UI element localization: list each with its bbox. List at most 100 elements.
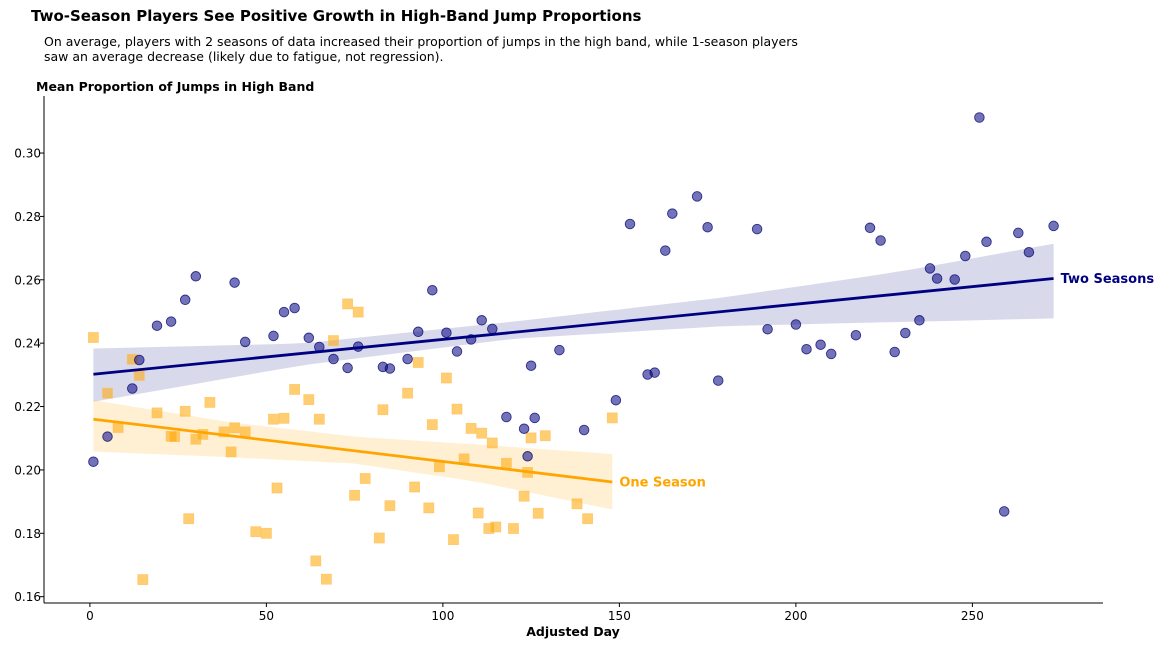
- point-two-seasons-8: [229, 277, 240, 288]
- series-label-0: Two Seasons: [1061, 272, 1155, 287]
- point-one-season-0: [88, 332, 99, 343]
- point-one-season-47: [472, 507, 484, 519]
- point-one-season-23: [289, 383, 301, 395]
- point-two-seasons-11: [278, 306, 290, 318]
- point-two-seasons-48: [815, 339, 826, 350]
- point-two-seasons-40: [667, 208, 678, 219]
- point-two-seasons-13: [303, 332, 315, 344]
- point-one-season-58: [539, 430, 551, 442]
- point-two-seasons-57: [931, 273, 943, 284]
- point-one-season-22: [278, 412, 290, 424]
- point-two-seasons-30: [522, 451, 533, 462]
- point-one-season-6: [151, 407, 163, 419]
- point-one-season-56: [525, 432, 537, 444]
- point-two-seasons-42: [702, 221, 713, 233]
- point-one-season-14: [218, 426, 230, 438]
- point-two-seasons-56: [924, 263, 936, 274]
- point-two-seasons-62: [998, 506, 1010, 517]
- point-one-season-5: [137, 574, 149, 585]
- point-one-season-41: [433, 461, 445, 473]
- point-two-seasons-20: [402, 353, 413, 365]
- point-two-seasons-38: [649, 367, 660, 378]
- point-two-seasons-54: [900, 327, 911, 339]
- chart-subtitle: On average, players with 2 seasons of da…: [44, 34, 924, 64]
- ci-band-0: [93, 243, 1054, 402]
- point-one-season-38: [412, 357, 424, 368]
- point-two-seasons-9: [239, 336, 251, 348]
- point-one-season-10: [183, 513, 195, 525]
- y-tick-label-6: 0.28: [14, 210, 41, 224]
- point-one-season-32: [359, 473, 371, 484]
- point-one-season-9: [179, 405, 191, 417]
- point-two-seasons-55: [914, 315, 925, 326]
- point-one-season-42: [440, 372, 452, 384]
- point-one-season-25: [310, 555, 322, 567]
- point-two-seasons-39: [660, 245, 671, 256]
- point-one-season-16: [229, 422, 241, 434]
- point-two-seasons-5: [165, 316, 177, 327]
- point-one-season-8: [169, 431, 181, 443]
- point-two-seasons-19: [384, 363, 396, 374]
- point-two-seasons-59: [960, 250, 971, 262]
- point-one-season-39: [423, 502, 435, 514]
- point-one-season-36: [402, 387, 414, 399]
- point-two-seasons-21: [412, 326, 424, 338]
- point-two-seasons-49: [825, 348, 837, 360]
- subtitle-line-1: On average, players with 2 seasons of da…: [44, 34, 798, 49]
- y-tick-label-5: 0.26: [14, 273, 41, 287]
- point-one-season-52: [500, 457, 512, 469]
- y-tick-label-2: 0.20: [14, 463, 41, 477]
- point-two-seasons-16: [342, 362, 353, 374]
- point-one-season-31: [352, 306, 364, 318]
- point-two-seasons-7: [190, 271, 202, 282]
- point-two-seasons-46: [790, 319, 802, 330]
- point-two-seasons-24: [451, 346, 463, 357]
- point-two-seasons-47: [801, 343, 812, 355]
- point-one-season-27: [320, 573, 332, 585]
- x-axis-label: Adjusted Day: [526, 624, 620, 639]
- point-one-season-26: [313, 413, 325, 425]
- point-two-seasons-50: [850, 329, 862, 341]
- point-one-season-35: [384, 500, 396, 512]
- point-two-seasons-29: [518, 423, 530, 434]
- point-one-season-33: [373, 532, 385, 544]
- point-one-season-40: [426, 419, 438, 431]
- point-one-season-43: [448, 534, 459, 545]
- point-two-seasons-26: [476, 315, 487, 326]
- point-two-seasons-33: [554, 344, 565, 356]
- point-one-season-37: [409, 481, 421, 493]
- point-two-seasons-4: [151, 320, 163, 331]
- point-one-season-61: [606, 412, 618, 424]
- axes: 0.16 0.18 0.20 0.22 0.24 0.26 0.28 0.30 0 50 100 15…: [14, 96, 1103, 623]
- trend-line-1: [93, 417, 613, 484]
- point-two-seasons-53: [889, 346, 900, 358]
- point-one-season-51: [490, 521, 502, 533]
- point-two-seasons-41: [691, 191, 703, 202]
- point-one-season-28: [328, 335, 339, 347]
- point-two-seasons-31: [525, 360, 537, 371]
- point-one-season-4: [133, 370, 145, 381]
- point-two-seasons-28: [501, 411, 512, 423]
- point-two-seasons-32: [529, 412, 540, 424]
- point-one-season-1: [102, 387, 113, 399]
- data-points: [88, 112, 1059, 585]
- point-two-seasons-52: [875, 235, 886, 246]
- point-two-seasons-64: [1023, 246, 1035, 258]
- point-one-season-59: [571, 498, 583, 510]
- y-tick-label-7: 0.30: [14, 147, 41, 161]
- point-one-season-18: [250, 526, 262, 538]
- point-two-seasons-34: [578, 424, 590, 436]
- y-tick-label-3: 0.22: [14, 400, 41, 414]
- point-two-seasons-1: [102, 431, 113, 442]
- series-label-1: One Season: [619, 475, 706, 490]
- point-one-season-60: [582, 513, 593, 525]
- point-two-seasons-60: [974, 112, 985, 123]
- point-two-seasons-12: [289, 302, 300, 314]
- point-one-season-44: [451, 403, 463, 415]
- y-tick-label-0: 0.16: [14, 590, 41, 604]
- point-two-seasons-36: [624, 218, 636, 230]
- y-tick-label-1: 0.18: [14, 527, 41, 541]
- point-two-seasons-51: [864, 222, 876, 234]
- point-one-season-30: [349, 489, 361, 501]
